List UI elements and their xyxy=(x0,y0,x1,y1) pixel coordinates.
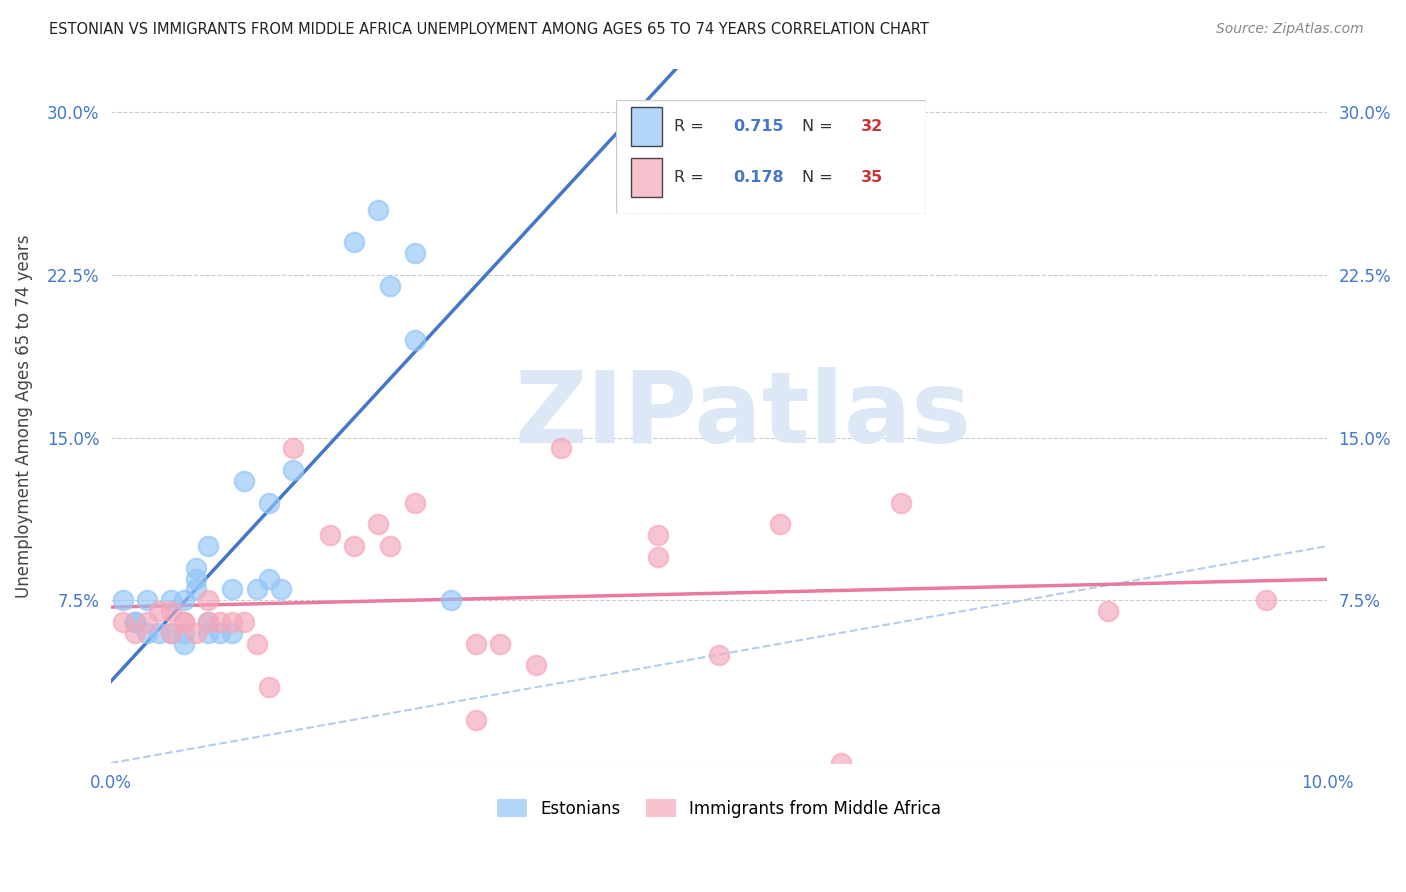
Point xyxy=(173,615,195,629)
Point xyxy=(233,615,256,629)
Point xyxy=(173,593,195,607)
Point xyxy=(550,442,572,456)
Point xyxy=(160,626,183,640)
Point xyxy=(404,496,426,510)
Point xyxy=(526,658,548,673)
Point xyxy=(197,593,219,607)
Point xyxy=(148,626,170,640)
Point xyxy=(197,615,219,629)
Point xyxy=(124,615,146,629)
Point xyxy=(197,615,219,629)
Legend: Estonians, Immigrants from Middle Africa: Estonians, Immigrants from Middle Africa xyxy=(491,793,948,824)
Point xyxy=(221,626,243,640)
Point xyxy=(111,593,134,607)
Point xyxy=(197,539,219,553)
Text: ESTONIAN VS IMMIGRANTS FROM MIDDLE AFRICA UNEMPLOYMENT AMONG AGES 65 TO 74 YEARS: ESTONIAN VS IMMIGRANTS FROM MIDDLE AFRIC… xyxy=(49,22,929,37)
Point xyxy=(367,202,389,217)
Point xyxy=(148,604,170,618)
Point xyxy=(221,615,243,629)
Point xyxy=(769,517,792,532)
Point xyxy=(489,637,512,651)
Point xyxy=(173,637,195,651)
Point xyxy=(367,517,389,532)
Point xyxy=(136,615,159,629)
Point xyxy=(184,626,207,640)
Point xyxy=(184,561,207,575)
Point xyxy=(281,463,304,477)
Point xyxy=(1256,593,1278,607)
Text: Source: ZipAtlas.com: Source: ZipAtlas.com xyxy=(1216,22,1364,37)
Text: ZIPatlas: ZIPatlas xyxy=(515,368,972,465)
Point xyxy=(209,626,232,640)
Point xyxy=(343,235,366,249)
Point xyxy=(464,637,486,651)
Point xyxy=(221,582,243,597)
Point xyxy=(343,539,366,553)
Point xyxy=(257,572,280,586)
Point xyxy=(160,604,183,618)
Point xyxy=(246,637,269,651)
Point xyxy=(440,593,463,607)
Point xyxy=(404,246,426,260)
Point xyxy=(830,756,852,771)
Point xyxy=(160,593,183,607)
Point xyxy=(647,528,669,542)
Point xyxy=(184,572,207,586)
Point xyxy=(246,582,269,597)
Point xyxy=(380,278,402,293)
Point xyxy=(707,648,730,662)
Point xyxy=(380,539,402,553)
Point xyxy=(160,626,183,640)
Point xyxy=(281,442,304,456)
Point xyxy=(173,615,195,629)
Point xyxy=(136,593,159,607)
Point xyxy=(1097,604,1119,618)
Point xyxy=(404,333,426,347)
Point xyxy=(318,528,340,542)
Point xyxy=(464,713,486,727)
Point xyxy=(890,496,912,510)
Point xyxy=(173,626,195,640)
Point xyxy=(124,626,146,640)
Point xyxy=(257,496,280,510)
Y-axis label: Unemployment Among Ages 65 to 74 years: Unemployment Among Ages 65 to 74 years xyxy=(15,234,32,598)
Point xyxy=(111,615,134,629)
Point xyxy=(270,582,292,597)
Point xyxy=(197,626,219,640)
Point xyxy=(209,615,232,629)
Point xyxy=(136,626,159,640)
Point xyxy=(257,680,280,694)
Point xyxy=(124,615,146,629)
Point xyxy=(233,474,256,488)
Point xyxy=(184,582,207,597)
Point xyxy=(647,549,669,564)
